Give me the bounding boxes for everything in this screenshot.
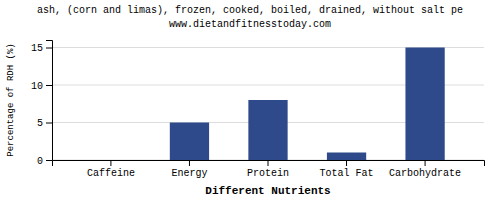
x-axis-line [53, 161, 485, 167]
x-tick-label: Protein [247, 168, 289, 179]
y-tick-label: 5 [37, 118, 43, 129]
y-tick-mark [46, 85, 52, 86]
x-tick: Energy [171, 160, 207, 179]
y-tick-mark [46, 160, 52, 161]
y-axis: 0 5 10 15 [31, 41, 53, 167]
y-tick-label: 15 [31, 43, 43, 54]
y-tick-label: 10 [31, 81, 43, 92]
bars [170, 48, 445, 161]
y-tick: 5 [37, 118, 52, 129]
x-tick-label: Caffeine [87, 168, 135, 179]
bar [91, 160, 130, 161]
x-tick: Caffeine [87, 160, 135, 179]
y-tick: 15 [31, 43, 52, 54]
y-tick-mark [46, 48, 52, 49]
plot: 0 5 10 15 Caffeine Energy Protein Total Fat Carb… [31, 41, 485, 180]
x-tick: Total Fat [320, 160, 374, 179]
y-tick: 0 [37, 156, 52, 167]
grid [52, 48, 484, 161]
x-tick-mark [189, 160, 190, 166]
x-axis-title: Different Nutrients [205, 185, 330, 197]
y-tick-label: 0 [37, 156, 43, 167]
x-tick-mark [268, 160, 269, 166]
y-axis-title: Percentage of RDH (%) [6, 43, 16, 156]
x-tick-label: Carbohydrate [389, 168, 461, 179]
x-tick-mark [110, 160, 111, 166]
x-tick-mark [346, 160, 347, 166]
bar [170, 123, 209, 161]
x-tick: Carbohydrate [389, 160, 461, 179]
y-axis-line [46, 41, 53, 161]
title: ash, (corn and limas), frozen, cooked, b… [37, 5, 463, 16]
x-tick-mark [425, 160, 426, 166]
chart: ash, (corn and limas), frozen, cooked, b… [0, 0, 500, 200]
bar [327, 153, 366, 161]
y-tick-mark [46, 123, 52, 124]
bar [405, 48, 444, 161]
y-tick: 10 [31, 81, 52, 92]
bar [248, 100, 287, 160]
x-tick: Protein [247, 160, 289, 179]
x-tick-label: Total Fat [320, 168, 374, 179]
x-tick-label: Energy [171, 168, 207, 179]
subtitle: www.dietandfitnesstoday.com [169, 19, 331, 30]
x-axis: Caffeine Energy Protein Total Fat Carbohydra… [53, 160, 485, 179]
